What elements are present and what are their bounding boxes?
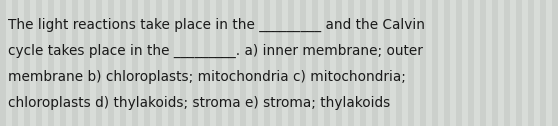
Text: chloroplasts d) thylakoids; stroma e) stroma; thylakoids: chloroplasts d) thylakoids; stroma e) st… — [8, 96, 390, 110]
Text: The light reactions take place in the _________ and the Calvin: The light reactions take place in the __… — [8, 18, 425, 32]
Text: membrane b) chloroplasts; mitochondria c) mitochondria;: membrane b) chloroplasts; mitochondria c… — [8, 70, 406, 84]
Text: cycle takes place in the _________. a) inner membrane; outer: cycle takes place in the _________. a) i… — [8, 44, 423, 58]
